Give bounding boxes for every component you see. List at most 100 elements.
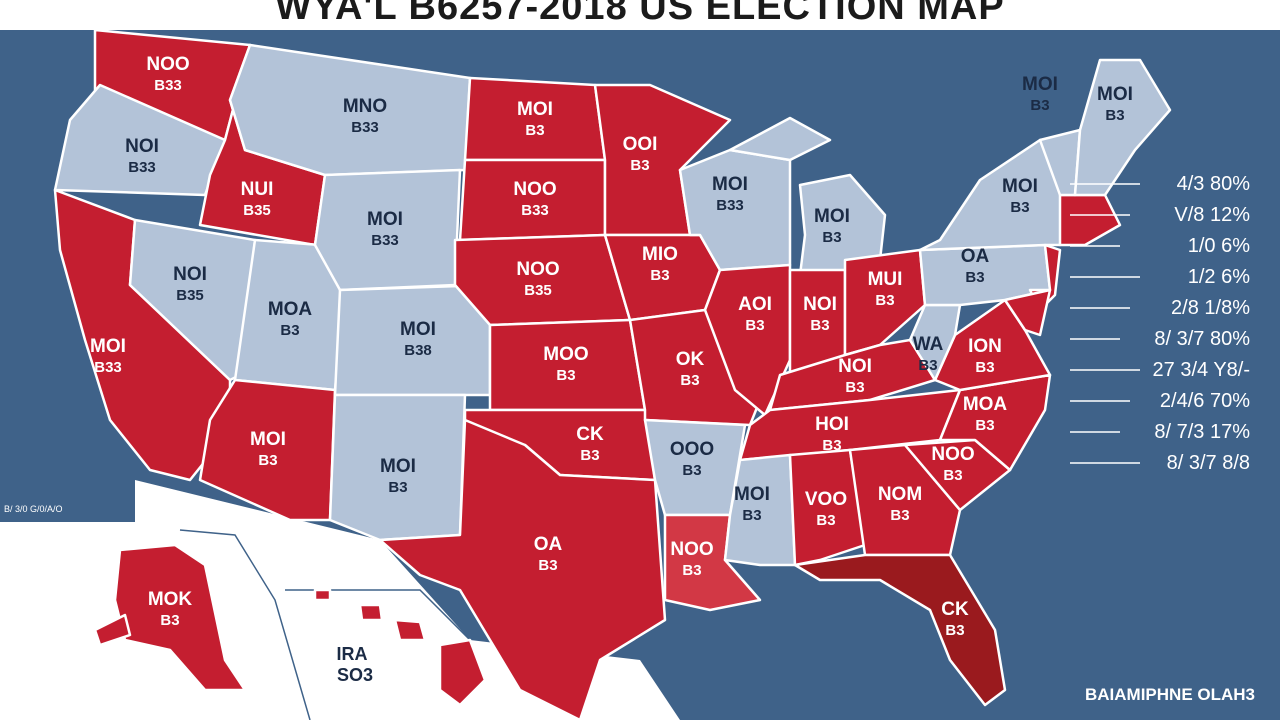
inset-divider-1 (179, 529, 311, 720)
state-label-VT_NH-code: MOI (1022, 74, 1058, 95)
state-label-IL-value: B3 (745, 317, 764, 334)
legend-entry: 27 3/4 Y8/- (1153, 359, 1250, 381)
footer-text: BAIAMIPHNE OLAH3 (1085, 685, 1255, 704)
state-label-MI-value: B3 (822, 229, 841, 246)
state-label-AZ-value: B3 (258, 452, 277, 469)
state-label-WA-value: B33 (154, 77, 182, 94)
state-HI-3 (358, 603, 384, 622)
state-label-MN-code: OOI (623, 134, 658, 155)
state-label-UT-value: B3 (280, 322, 299, 339)
state-label-ID-value: B35 (243, 202, 271, 219)
state-KS (488, 318, 647, 412)
state-label-SD-code: NOO (513, 179, 556, 200)
map-title: WYA'L B6257-2018 US ELECTION MAP (275, 0, 1005, 28)
state-label-CO-value: B38 (404, 342, 432, 359)
legend-entry: 1/2 6% (1188, 266, 1250, 288)
state-label-OK-value: B3 (580, 447, 599, 464)
state-label-AK-code: MOK (148, 589, 193, 610)
legend-entry: 8/ 3/7 8/8 (1167, 452, 1250, 474)
state-WY (313, 168, 462, 292)
labels-layer: NOO B33 NOI B33 MOI B33 NUI B35 NOI B35 MOA B3 MOI B3… (90, 54, 1133, 639)
state-label-FL-code: CK (941, 599, 969, 620)
state-label-NV-code: NOI (173, 264, 207, 285)
state-label-AR-code: OOO (670, 439, 714, 460)
state-label-NY-value: B3 (1010, 199, 1029, 216)
state-label-OH-code: MUI (868, 269, 903, 290)
state-label-SC-code: NOO (931, 444, 974, 465)
state-label-IA-value: B3 (650, 267, 669, 284)
state-label-WY-value: B33 (371, 232, 399, 249)
state-label-VA-value: B3 (975, 359, 994, 376)
legend-entry: 2/8 1/8% (1171, 297, 1250, 319)
state-label-NM-value: B3 (388, 479, 407, 496)
state-label-KS-code: MOO (543, 344, 588, 365)
state-label-WI-code: MOI (712, 174, 748, 195)
state-label-WV-value: B3 (918, 357, 937, 374)
hawaii-label-2: SO3 (337, 665, 373, 685)
state-SD (458, 158, 607, 242)
legend-entry: 8/ 3/7 80% (1154, 328, 1250, 350)
state-label-WI-value: B33 (716, 197, 744, 214)
state-label-CA-value: B33 (94, 359, 122, 376)
state-label-TN-value: B3 (822, 437, 841, 454)
state-label-NC-value: B3 (975, 417, 994, 434)
state-HI-1 (438, 638, 487, 707)
state-label-LA-code: NOO (670, 539, 713, 560)
state-label-ND-value: B3 (525, 122, 544, 139)
state-label-LA-value: B3 (682, 562, 701, 579)
state-label-AK-value: B3 (160, 612, 179, 629)
state-label-GA-code: NOM (878, 484, 922, 505)
state-ME (1073, 58, 1172, 197)
state-label-MI-code: MOI (814, 206, 850, 227)
state-label-CO-code: MOI (400, 319, 436, 340)
state-label-NC-code: MOA (963, 394, 1008, 415)
state-label-OK-code: CK (576, 424, 604, 445)
legend-entry: 1/0 6% (1188, 235, 1250, 257)
legend-entry: V/8 12% (1174, 204, 1250, 226)
state-label-WY-code: MOI (367, 209, 403, 230)
state-FL (793, 553, 1007, 707)
state-label-NM-code: MOI (380, 456, 416, 477)
state-label-TX-value: B3 (538, 557, 557, 574)
state-label-MS-value: B3 (742, 507, 761, 524)
state-label-VT_NH-value: B3 (1030, 97, 1049, 114)
state-label-IN-value: B3 (810, 317, 829, 334)
state-label-AL-code: VOO (805, 489, 847, 510)
state-label-MT-value: B33 (351, 119, 379, 136)
state-label-NE-value: B35 (524, 282, 552, 299)
state-TX (378, 418, 667, 720)
state-label-MT-code: MNO (343, 96, 387, 117)
state-label-TX-code: OA (534, 534, 563, 555)
election-map: NOO B33 NOI B33 MOI B33 NUI B35 NOI B35 MOA B3 MOI B3… (0, 30, 1280, 720)
state-label-TN-code: HOI (815, 414, 849, 435)
state-label-NV-value: B35 (176, 287, 204, 304)
state-WV (908, 303, 962, 382)
state-label-OR-code: NOI (125, 136, 159, 157)
state-AL (788, 448, 867, 567)
state-label-PA-code: OA (961, 246, 990, 267)
state-NE (453, 233, 632, 327)
header: WYA'L B6257-2018 US ELECTION MAP (0, 0, 1280, 30)
state-label-IN-code: NOI (803, 294, 837, 315)
state-AK-chain (93, 613, 132, 647)
state-label-AZ-code: MOI (250, 429, 286, 450)
legend-entry: 2/4/6 70% (1160, 390, 1250, 412)
state-label-MO-code: OK (676, 349, 705, 370)
state-label-KY-code: NOI (838, 356, 872, 377)
state-label-NY-code: MOI (1002, 176, 1038, 197)
state-label-MN-value: B3 (630, 157, 649, 174)
state-MD (1003, 288, 1052, 337)
state-label-MS-code: MOI (734, 484, 770, 505)
state-label-IL-code: AOI (738, 294, 772, 315)
state-label-PA-value: B3 (965, 269, 984, 286)
state-label-AL-value: B3 (816, 512, 835, 529)
state-label-ID-code: NUI (241, 179, 274, 200)
state-label-SC-value: B3 (943, 467, 962, 484)
state-label-OR-value: B33 (128, 159, 156, 176)
state-label-ME-code: MOI (1097, 84, 1133, 105)
state-HI-2 (393, 618, 427, 642)
legend-entry: 8/ 7/3 17% (1154, 421, 1250, 443)
state-OR (53, 83, 227, 197)
state-label-VA-code: ION (968, 336, 1002, 357)
state-label-CA-code: MOI (90, 336, 126, 357)
